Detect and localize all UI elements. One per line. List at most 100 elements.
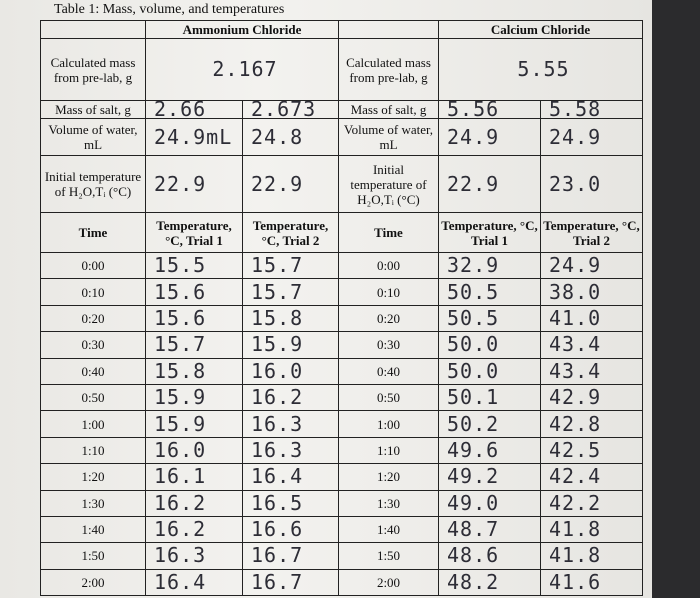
handwritten-value: 15.9 [145, 410, 243, 438]
table-row: Ammonium Chloride Calcium Chloride [40, 20, 643, 39]
time-label: 0:30 [338, 331, 439, 359]
handwritten-value: 15.8 [242, 304, 339, 333]
handwritten-value: 15.7 [145, 331, 243, 359]
handwritten-value: 24.9 [540, 251, 643, 280]
handwritten-value: 50.0 [438, 331, 541, 359]
time-label: 0:00 [40, 251, 146, 280]
table-row: Volume of water, mL 24.9mL 24.8 Volume of w… [40, 118, 643, 156]
handwritten-value: 41.6 [540, 568, 643, 597]
handwritten-value: 15.5 [145, 251, 243, 280]
handwritten-value: 22.9 [438, 155, 541, 213]
handwritten-value: 15.8 [145, 357, 243, 385]
handwritten-value: 16.2 [242, 383, 339, 412]
handwritten-value: 41.8 [540, 542, 643, 570]
time-label: 1:10 [338, 436, 439, 465]
column-header: Temperature, °C, Trial 2 [242, 212, 339, 253]
table-row: 0:40 15.8 16.0 0:40 50.0 43.4 [40, 357, 643, 385]
handwritten-value: 42.8 [540, 410, 643, 438]
column-header: Time [338, 212, 439, 253]
handwritten-value: 42.9 [540, 383, 643, 412]
handwritten-value: 16.7 [242, 568, 339, 597]
handwritten-value: 15.7 [242, 278, 339, 306]
handwritten-value: 16.2 [145, 489, 243, 517]
paper: Table 1: Mass, volume, and temperatures … [0, 0, 652, 598]
handwritten-value: 22.9 [242, 155, 339, 213]
handwritten-value: 16.2 [145, 515, 243, 544]
time-label: 0:30 [40, 331, 146, 359]
table-row: Calculated mass from pre-lab, g 2.167 Calc… [40, 38, 643, 101]
handwritten-value: 5.58 [540, 100, 643, 119]
handwritten-value: 16.1 [145, 463, 243, 491]
handwritten-value: 16.3 [242, 436, 339, 465]
handwritten-value: 15.7 [242, 251, 339, 280]
row-label: Mass of salt, g [40, 100, 146, 119]
table-row: 1:20 16.1 16.4 1:20 49.2 42.4 [40, 463, 643, 491]
table-row: 0:10 15.6 15.7 0:10 50.5 38.0 [40, 278, 643, 306]
handwritten-value: 50.5 [438, 278, 541, 306]
time-label: 1:40 [40, 515, 146, 544]
handwritten-value: 41.0 [540, 304, 643, 333]
time-label: 1:00 [40, 410, 146, 438]
empty-cell [338, 20, 439, 39]
time-label: 1:40 [338, 515, 439, 544]
handwritten-value: 15.6 [145, 278, 243, 306]
row-label: Initial temperature of H₂O,Tᵢ (°C) [40, 155, 146, 213]
handwritten-value: 49.6 [438, 436, 541, 465]
column-header: Time [40, 212, 146, 253]
row-label: Initial temperature of H₂O,Tᵢ (°C) [338, 155, 439, 213]
handwritten-value: 42.5 [540, 436, 643, 465]
time-label: 0:10 [40, 278, 146, 306]
handwritten-value: 15.9 [242, 331, 339, 359]
column-header: Temperature, °C, Trial 1 [145, 212, 243, 253]
table-row: 0:30 15.7 15.9 0:30 50.0 43.4 [40, 331, 643, 359]
handwritten-value: 5.55 [438, 38, 643, 101]
table-row: 1:50 16.3 16.7 1:50 48.6 41.8 [40, 542, 643, 570]
handwritten-value: 16.0 [242, 357, 339, 385]
handwritten-value: 50.1 [438, 383, 541, 412]
handwritten-value: 2.673 [242, 100, 339, 119]
time-label: 1:50 [40, 542, 146, 570]
handwritten-value: 23.0 [540, 155, 643, 213]
handwritten-value: 50.2 [438, 410, 541, 438]
handwritten-value: 32.9 [438, 251, 541, 280]
time-label: 1:30 [338, 489, 439, 517]
time-label: 1:00 [338, 410, 439, 438]
handwritten-value: 16.3 [242, 410, 339, 438]
time-label: 0:40 [338, 357, 439, 385]
handwritten-value: 24.8 [242, 118, 339, 156]
handwritten-value: 41.8 [540, 515, 643, 544]
handwritten-value: 16.7 [242, 542, 339, 570]
handwritten-value: 48.7 [438, 515, 541, 544]
time-label: 0:20 [338, 304, 439, 333]
handwritten-value: 2.66 [145, 100, 243, 119]
row-label: Volume of water, mL [338, 118, 439, 156]
handwritten-value: 42.2 [540, 489, 643, 517]
handwritten-value: 24.9mL [145, 118, 243, 156]
time-label: 1:50 [338, 542, 439, 570]
time-label: 1:30 [40, 489, 146, 517]
time-label: 1:20 [338, 463, 439, 491]
empty-cell [40, 20, 146, 39]
handwritten-value: 50.5 [438, 304, 541, 333]
time-label: 1:20 [40, 463, 146, 491]
handwritten-value: 16.4 [145, 568, 243, 597]
time-label: 0:50 [40, 383, 146, 412]
handwritten-value: 48.2 [438, 568, 541, 597]
handwritten-value: 16.4 [242, 463, 339, 491]
row-label: Calculated mass from pre-lab, g [338, 38, 439, 101]
handwritten-value: 16.3 [145, 542, 243, 570]
handwritten-value: 24.9 [540, 118, 643, 156]
handwritten-value: 48.6 [438, 542, 541, 570]
time-label: 0:40 [40, 357, 146, 385]
handwritten-value: 50.0 [438, 357, 541, 385]
row-label: Volume of water, mL [40, 118, 146, 156]
table-row: 0:50 15.9 16.2 0:50 50.1 42.9 [40, 383, 643, 412]
time-label: 0:10 [338, 278, 439, 306]
handwritten-value: 38.0 [540, 278, 643, 306]
handwritten-value: 43.4 [540, 357, 643, 385]
time-label: 0:50 [338, 383, 439, 412]
column-header: Temperature, °C, Trial 1 [438, 212, 541, 253]
handwritten-value: 43.4 [540, 331, 643, 359]
